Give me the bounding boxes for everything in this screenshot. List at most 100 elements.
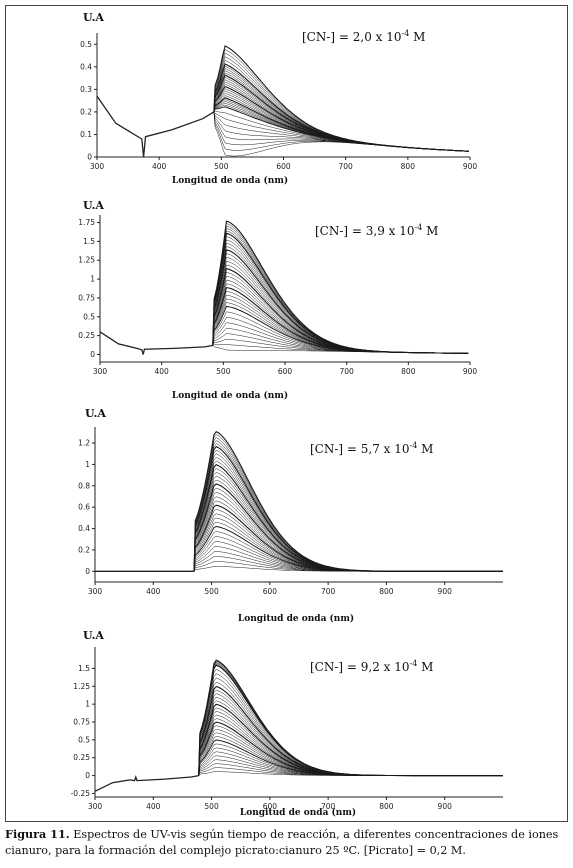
x-tick-label: 900 [463,367,478,376]
x-tick-label: 600 [278,367,293,376]
spectrum-line [213,95,469,152]
y-tick-label: 1.5 [78,664,90,673]
y-tick-label: 1.25 [78,256,95,265]
y-tick-label: 0.25 [73,753,90,762]
x-tick-label: 600 [263,802,278,811]
concentration-annotation: [CN-] = 9,2 x 10-4 M [310,659,433,674]
chart-panel-2: U.A 0 0.25 0.5 0.75 1 1.25 1.5 1.75 300 400 500 600 7… [78,199,478,401]
x-tick-label: 600 [276,162,291,171]
y-tick-label: 1.2 [78,439,90,448]
spectrum-baseline [99,331,213,355]
y-tick-label: 0.2 [78,545,90,554]
x-tick-label: 700 [340,367,355,376]
x-tick-label: 800 [401,162,416,171]
spectrum-line [193,468,503,572]
y-tick-label: 1.75 [78,218,95,227]
spectrum-line [213,111,469,152]
spectrum-line [212,283,469,354]
x-tick-label: 800 [401,367,416,376]
y-tick-label: 1 [90,275,95,284]
x-tick-label: 500 [216,367,231,376]
y-tick-label: 0.5 [80,40,92,49]
spectrum-line [213,111,469,152]
y-tick-label: 0.5 [78,735,90,744]
y-tick-label: 0 [85,771,90,780]
x-tick-label: 300 [93,367,108,376]
spectrum-line [193,479,503,572]
spectrum-line [212,223,469,354]
spectrum-line [212,264,469,354]
concentration-annotation: [CN-] = 2,0 x 10-4 M [302,29,425,44]
x-axis-label: Longitud de onda (nm) [172,390,288,401]
spectrum-line [193,513,503,572]
spectrum-line [213,111,469,152]
spectrum-line [193,460,503,572]
chart-panel-1: U.A 0 0.1 0.2 0.3 0.4 0.5 300 400 500 600 700 800 900… [80,11,477,186]
spectrum-line [193,504,503,572]
y-tick-label: 0 [85,567,90,576]
y-tick-label: 0.6 [78,503,90,512]
x-tick-label: 500 [204,587,219,596]
x-tick-label: 900 [438,587,453,596]
y-axis-label: U.A [83,11,104,24]
x-axis-label: Longitud de onda (nm) [240,807,356,818]
spectrum-line [198,771,503,776]
spectrum-line [198,729,503,776]
y-axis-label: U.A [83,629,104,642]
y-tick-label: 0.25 [78,331,95,340]
y-tick-label: 0.1 [80,130,92,139]
y-tick-label: 0.75 [73,718,90,727]
y-tick-label: 0.8 [78,481,90,490]
concentration-annotation: [CN-] = 5,7 x 10-4 M [310,441,433,456]
spectrum-line [193,440,503,572]
y-tick-label: -0.25 [71,789,91,798]
spectrum-line [198,693,503,776]
x-tick-label: 800 [379,802,394,811]
x-tick-label: 400 [155,367,170,376]
x-tick-label: 900 [438,802,453,811]
y-tick-label: 1.5 [83,237,95,246]
spectrum-line [193,443,503,572]
spectrum-line [198,696,503,776]
spectrum-line [198,685,503,777]
spectrum-line [212,268,469,354]
spectrum-line [213,111,469,152]
spectrum-line [212,345,469,354]
spectrum-line [193,551,503,572]
y-tick-label: 0 [90,350,95,359]
spectrum-line [212,225,469,354]
chart-panel-3: U.A 0 0.2 0.4 0.6 0.8 1 1.2 300 400 500 600 700 800 90… [78,407,503,624]
chart-panel-4: U.A -0.25 0 0.25 0.5 0.75 1 1.25 1.5 300 400 500 600… [71,629,503,818]
spectrum-line [212,275,469,354]
caption-label: Figura 11. [5,827,70,841]
y-axis-label: U.A [85,407,106,420]
spectrum-line [193,525,503,572]
x-tick-label: 600 [263,587,278,596]
y-tick-label: 0 [87,153,92,162]
figure-frame [5,5,568,822]
spectrum-line [198,751,503,776]
x-axis-label: Longitud de onda (nm) [238,613,354,624]
spectrum-line [212,228,469,354]
y-axis-label: U.A [83,199,104,212]
concentration-annotation: [CN-] = 3,9 x 10-4 M [315,223,438,238]
y-tick-label: 0.3 [80,85,92,94]
spectrum-line [198,763,503,776]
caption-text: Espectros de UV-vis según tiempo de reac… [5,828,559,857]
x-tick-label: 700 [321,587,336,596]
spectrum-line [198,759,503,776]
spectrum-line [198,732,503,776]
spectrum-line [213,49,469,152]
spectrum-line [213,111,469,157]
x-tick-label: 300 [88,587,103,596]
y-tick-label: 1 [85,700,90,709]
x-tick-label: 400 [146,802,161,811]
spectrum-baseline [94,774,199,792]
spectrum-line [212,239,469,354]
y-tick-label: 0.4 [78,524,90,533]
spectrum-line [213,111,469,152]
x-tick-label: 700 [321,802,336,811]
x-tick-label: 800 [379,587,394,596]
spectrum-line [212,246,469,354]
x-tick-label: 300 [90,162,105,171]
